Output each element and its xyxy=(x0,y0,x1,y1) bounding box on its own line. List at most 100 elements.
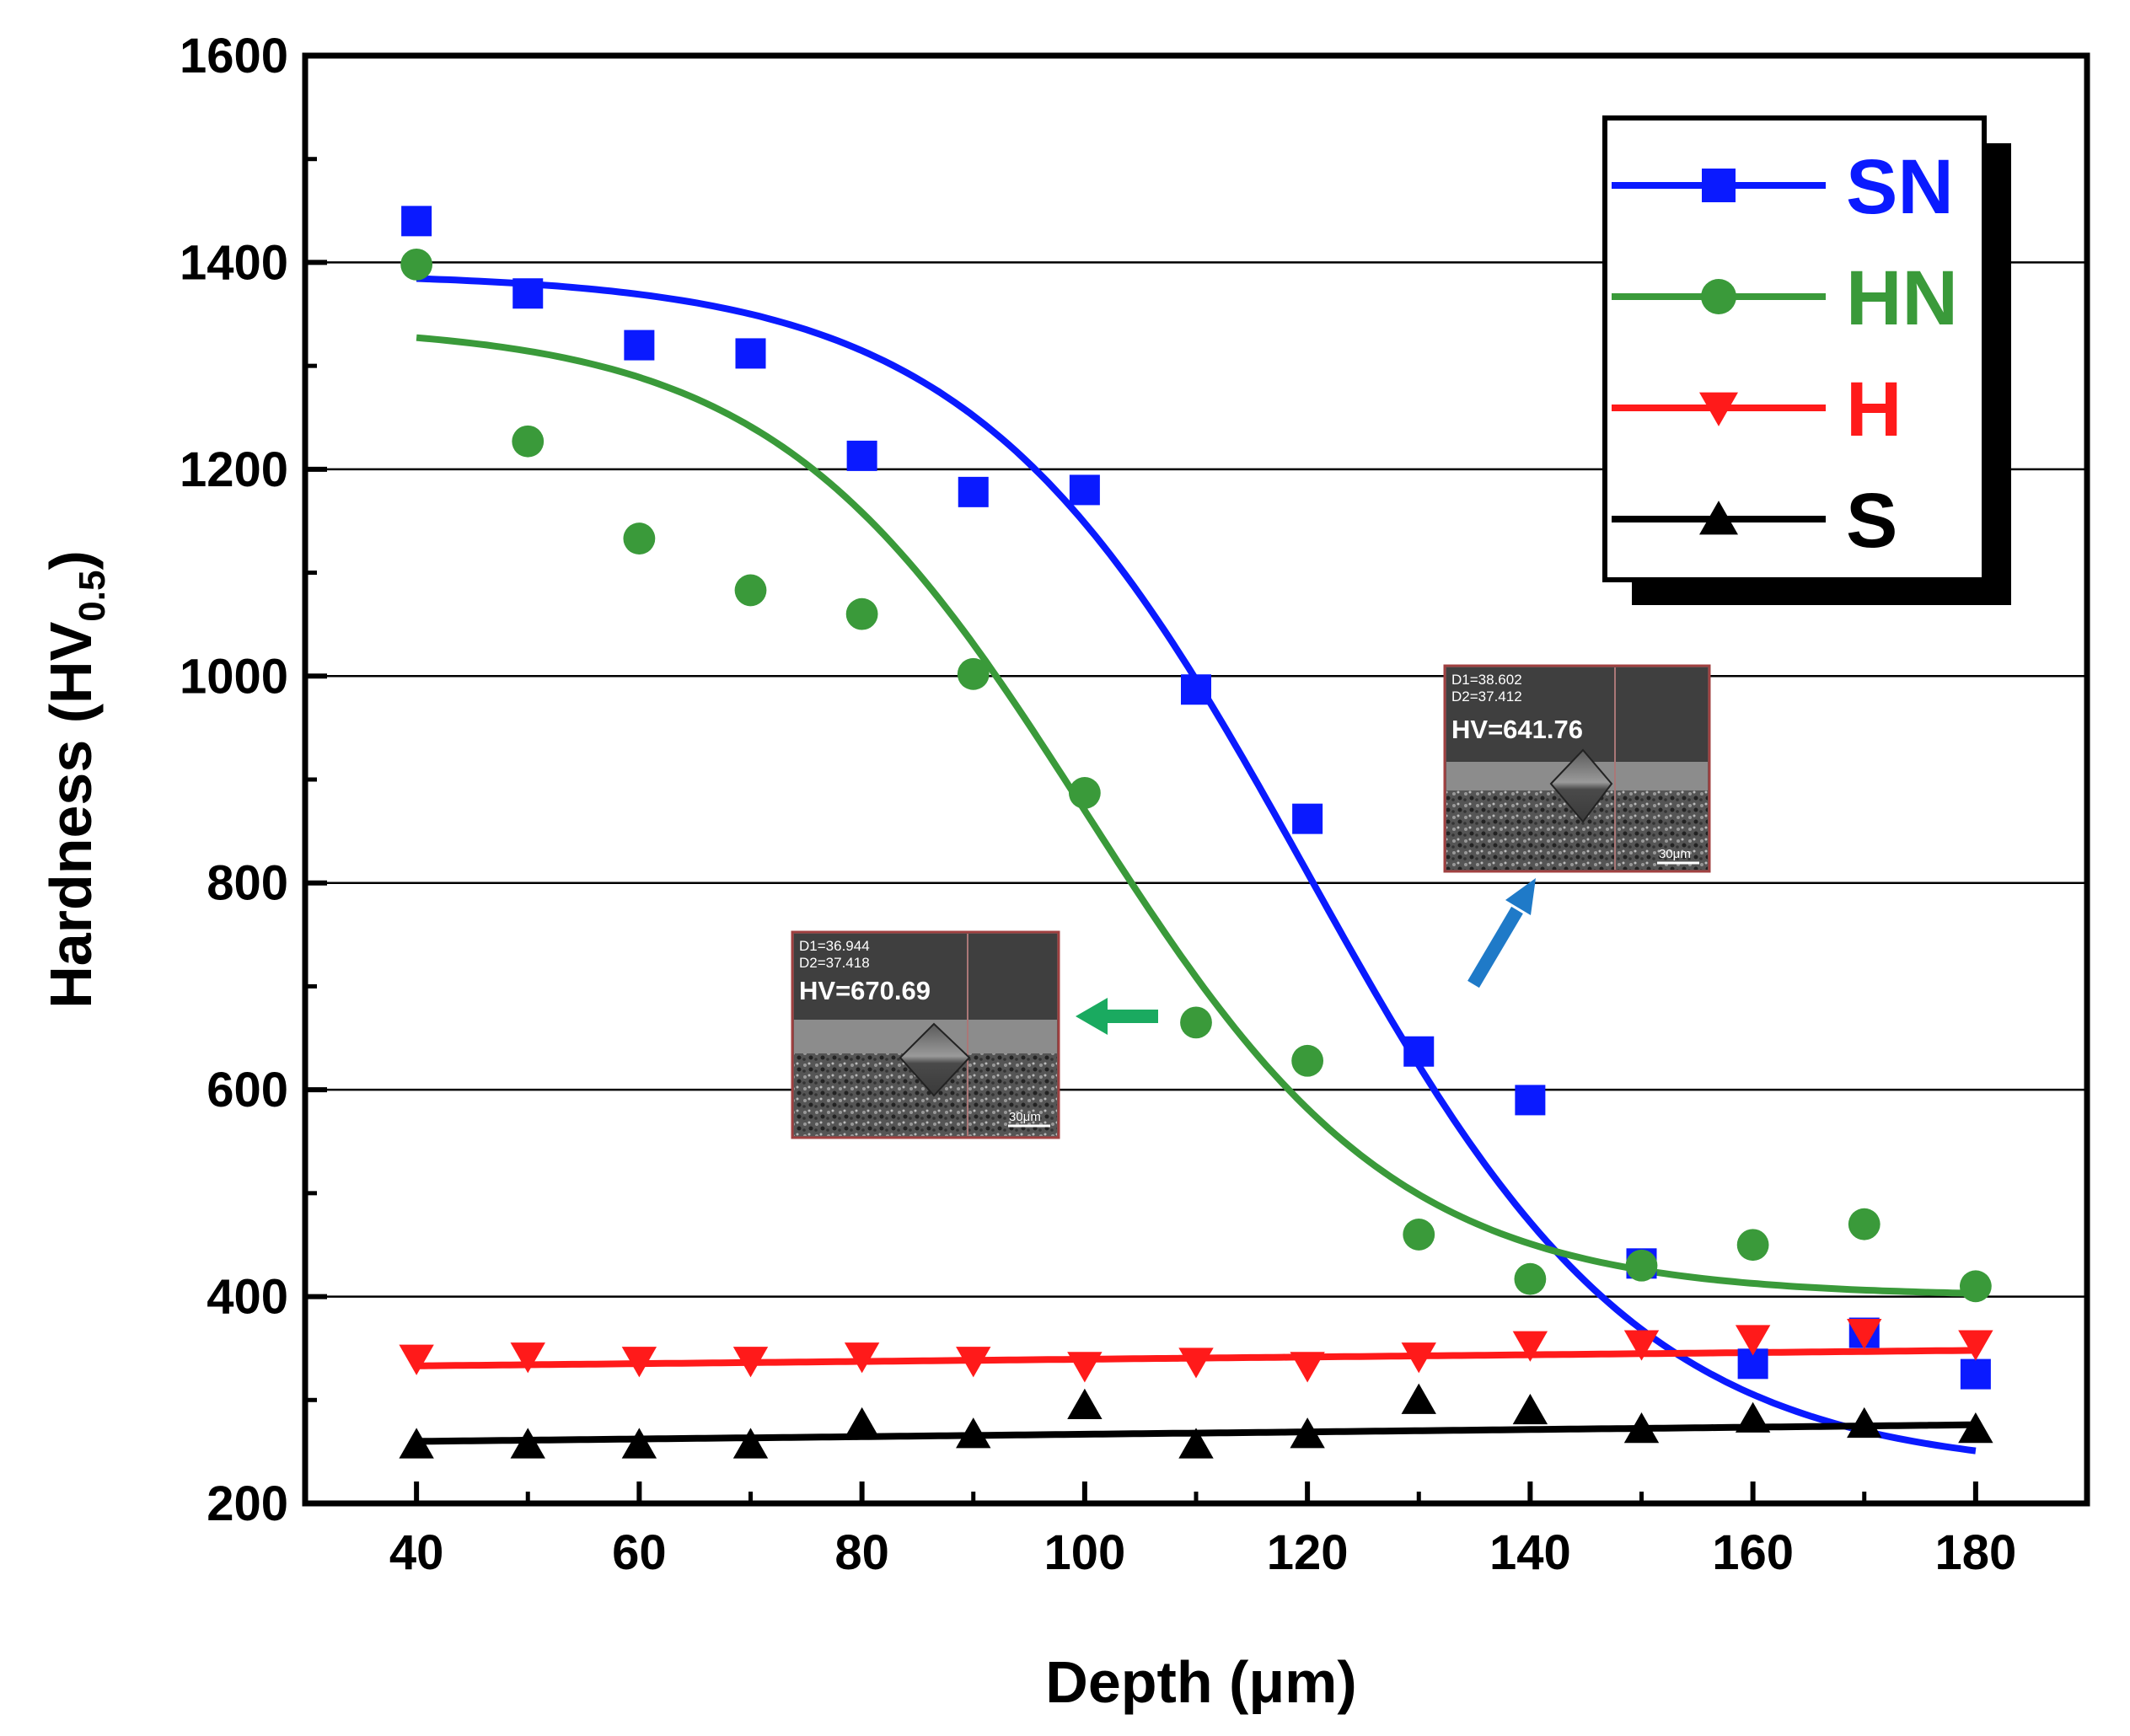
x-tick-label: 40 xyxy=(389,1525,444,1580)
data-point-s xyxy=(1735,1401,1771,1433)
micrograph-inset-sn: D1=38.602 D2=37.412 HV=641.76 30μm xyxy=(1443,664,1711,873)
data-point-sn xyxy=(735,338,766,369)
data-point-sn xyxy=(1069,474,1100,506)
data-point-hn xyxy=(400,248,433,281)
fit-curve-hn xyxy=(416,334,1976,1297)
data-point-hn xyxy=(1959,1270,1992,1303)
data-point-s xyxy=(732,1428,769,1459)
data-markers xyxy=(399,206,1993,1459)
data-point-h xyxy=(1178,1348,1214,1379)
data-point-h xyxy=(1401,1342,1436,1374)
data-point-s xyxy=(844,1406,880,1439)
data-point-sn xyxy=(846,440,877,471)
data-point-hn xyxy=(845,597,878,630)
blue-arrow xyxy=(1467,878,1536,989)
x-tick-label: 80 xyxy=(834,1525,889,1580)
data-point-s xyxy=(956,1417,991,1449)
data-point-sn xyxy=(1515,1085,1546,1116)
legend-label: SN xyxy=(1846,144,1954,230)
data-point-h xyxy=(1735,1325,1771,1356)
inset-hv: HV=670.69 xyxy=(799,976,931,1005)
data-point-h xyxy=(1290,1352,1325,1383)
inset-scale: 30μm xyxy=(1009,1110,1041,1124)
y-tick-label: 1400 xyxy=(180,235,288,290)
data-point-h xyxy=(956,1347,991,1378)
data-point-s xyxy=(621,1428,657,1459)
legend-marker xyxy=(1701,279,1736,314)
x-tick-label: 60 xyxy=(612,1525,667,1580)
data-point-hn xyxy=(1068,777,1101,809)
y-tick-label: 1000 xyxy=(180,649,288,704)
data-point-s xyxy=(1401,1383,1436,1414)
data-point-sn xyxy=(1403,1036,1435,1067)
data-point-hn xyxy=(957,657,990,690)
data-point-s xyxy=(510,1428,545,1459)
data-point-s xyxy=(1290,1417,1325,1449)
data-point-hn xyxy=(734,574,767,607)
y-axis-title: Hardness (HV0.5) xyxy=(38,550,113,1009)
legend: SN HN HS xyxy=(1602,115,2011,605)
inset-d2: D2=37.412 xyxy=(1451,689,1522,705)
data-point-s xyxy=(1067,1388,1103,1419)
legend-label: H xyxy=(1846,367,1902,453)
legend-marker xyxy=(1702,169,1736,202)
y-tick-label: 800 xyxy=(207,856,288,911)
y-tick-label: 400 xyxy=(207,1270,288,1325)
gridlines xyxy=(305,261,2087,1298)
data-point-hn xyxy=(623,522,656,555)
micrograph-inset-hn: D1=36.944 D2=37.418 HV=670.69 30μm xyxy=(791,930,1060,1139)
legend-label: S xyxy=(1846,478,1897,564)
data-point-s xyxy=(1512,1393,1548,1425)
data-point-hn xyxy=(1848,1208,1881,1240)
data-point-hn xyxy=(512,425,545,458)
y-axis-title-close: ) xyxy=(38,550,104,570)
data-point-s xyxy=(1623,1412,1660,1444)
data-point-s xyxy=(399,1428,434,1459)
inset-scale: 30μm xyxy=(1659,847,1691,861)
data-point-sn xyxy=(1181,674,1211,705)
data-point-hn xyxy=(1514,1262,1547,1295)
data-point-h xyxy=(399,1344,434,1375)
data-point-h xyxy=(1623,1330,1660,1361)
data-point-s xyxy=(1178,1428,1214,1459)
data-point-hn xyxy=(1180,1006,1212,1039)
svg-text:Hardness (HV0.5): Hardness (HV0.5) xyxy=(38,550,113,1009)
x-tick-label: 120 xyxy=(1267,1525,1349,1580)
data-point-h xyxy=(621,1347,657,1378)
data-point-h xyxy=(1958,1330,1993,1361)
axis-ticks: 40 60 80 100 120 140 160 180 200 400 600 800 1000 120… xyxy=(180,29,2090,1580)
data-point-sn xyxy=(1292,803,1323,834)
data-point-h xyxy=(1512,1331,1548,1362)
data-point-h xyxy=(510,1342,545,1374)
y-tick-label: 1600 xyxy=(180,29,288,83)
y-axis-title-sub: 0.5 xyxy=(72,571,113,622)
x-axis-title: Depth (μm) xyxy=(1045,1649,1356,1715)
data-point-h xyxy=(732,1347,769,1378)
inset-d2: D2=37.418 xyxy=(799,955,870,971)
data-point-h xyxy=(1847,1318,1882,1350)
y-tick-label: 600 xyxy=(207,1063,288,1117)
legend-label: HN xyxy=(1846,255,1958,341)
data-point-sn xyxy=(401,206,432,237)
inset-hv: HV=641.76 xyxy=(1451,715,1583,744)
data-point-sn xyxy=(958,476,989,507)
data-point-sn xyxy=(512,278,544,309)
legend-marker xyxy=(1699,501,1738,535)
x-tick-label: 160 xyxy=(1712,1525,1794,1580)
x-tick-label: 180 xyxy=(1934,1525,2016,1580)
data-point-hn xyxy=(1625,1249,1658,1282)
x-tick-label: 100 xyxy=(1044,1525,1125,1580)
inset-d1: D1=38.602 xyxy=(1451,672,1522,688)
data-point-sn xyxy=(624,330,655,361)
data-point-s xyxy=(1958,1412,1993,1444)
data-point-sn xyxy=(1960,1358,1991,1390)
green-arrow xyxy=(1076,998,1158,1035)
data-point-h xyxy=(1067,1352,1103,1383)
data-point-hn xyxy=(1736,1229,1769,1262)
data-point-h xyxy=(844,1342,880,1374)
inset-d1: D1=36.944 xyxy=(799,938,870,954)
y-tick-label: 1200 xyxy=(180,442,288,497)
data-point-hn xyxy=(1403,1219,1435,1251)
y-axis-title-main: Hardness (HV xyxy=(38,621,104,1008)
